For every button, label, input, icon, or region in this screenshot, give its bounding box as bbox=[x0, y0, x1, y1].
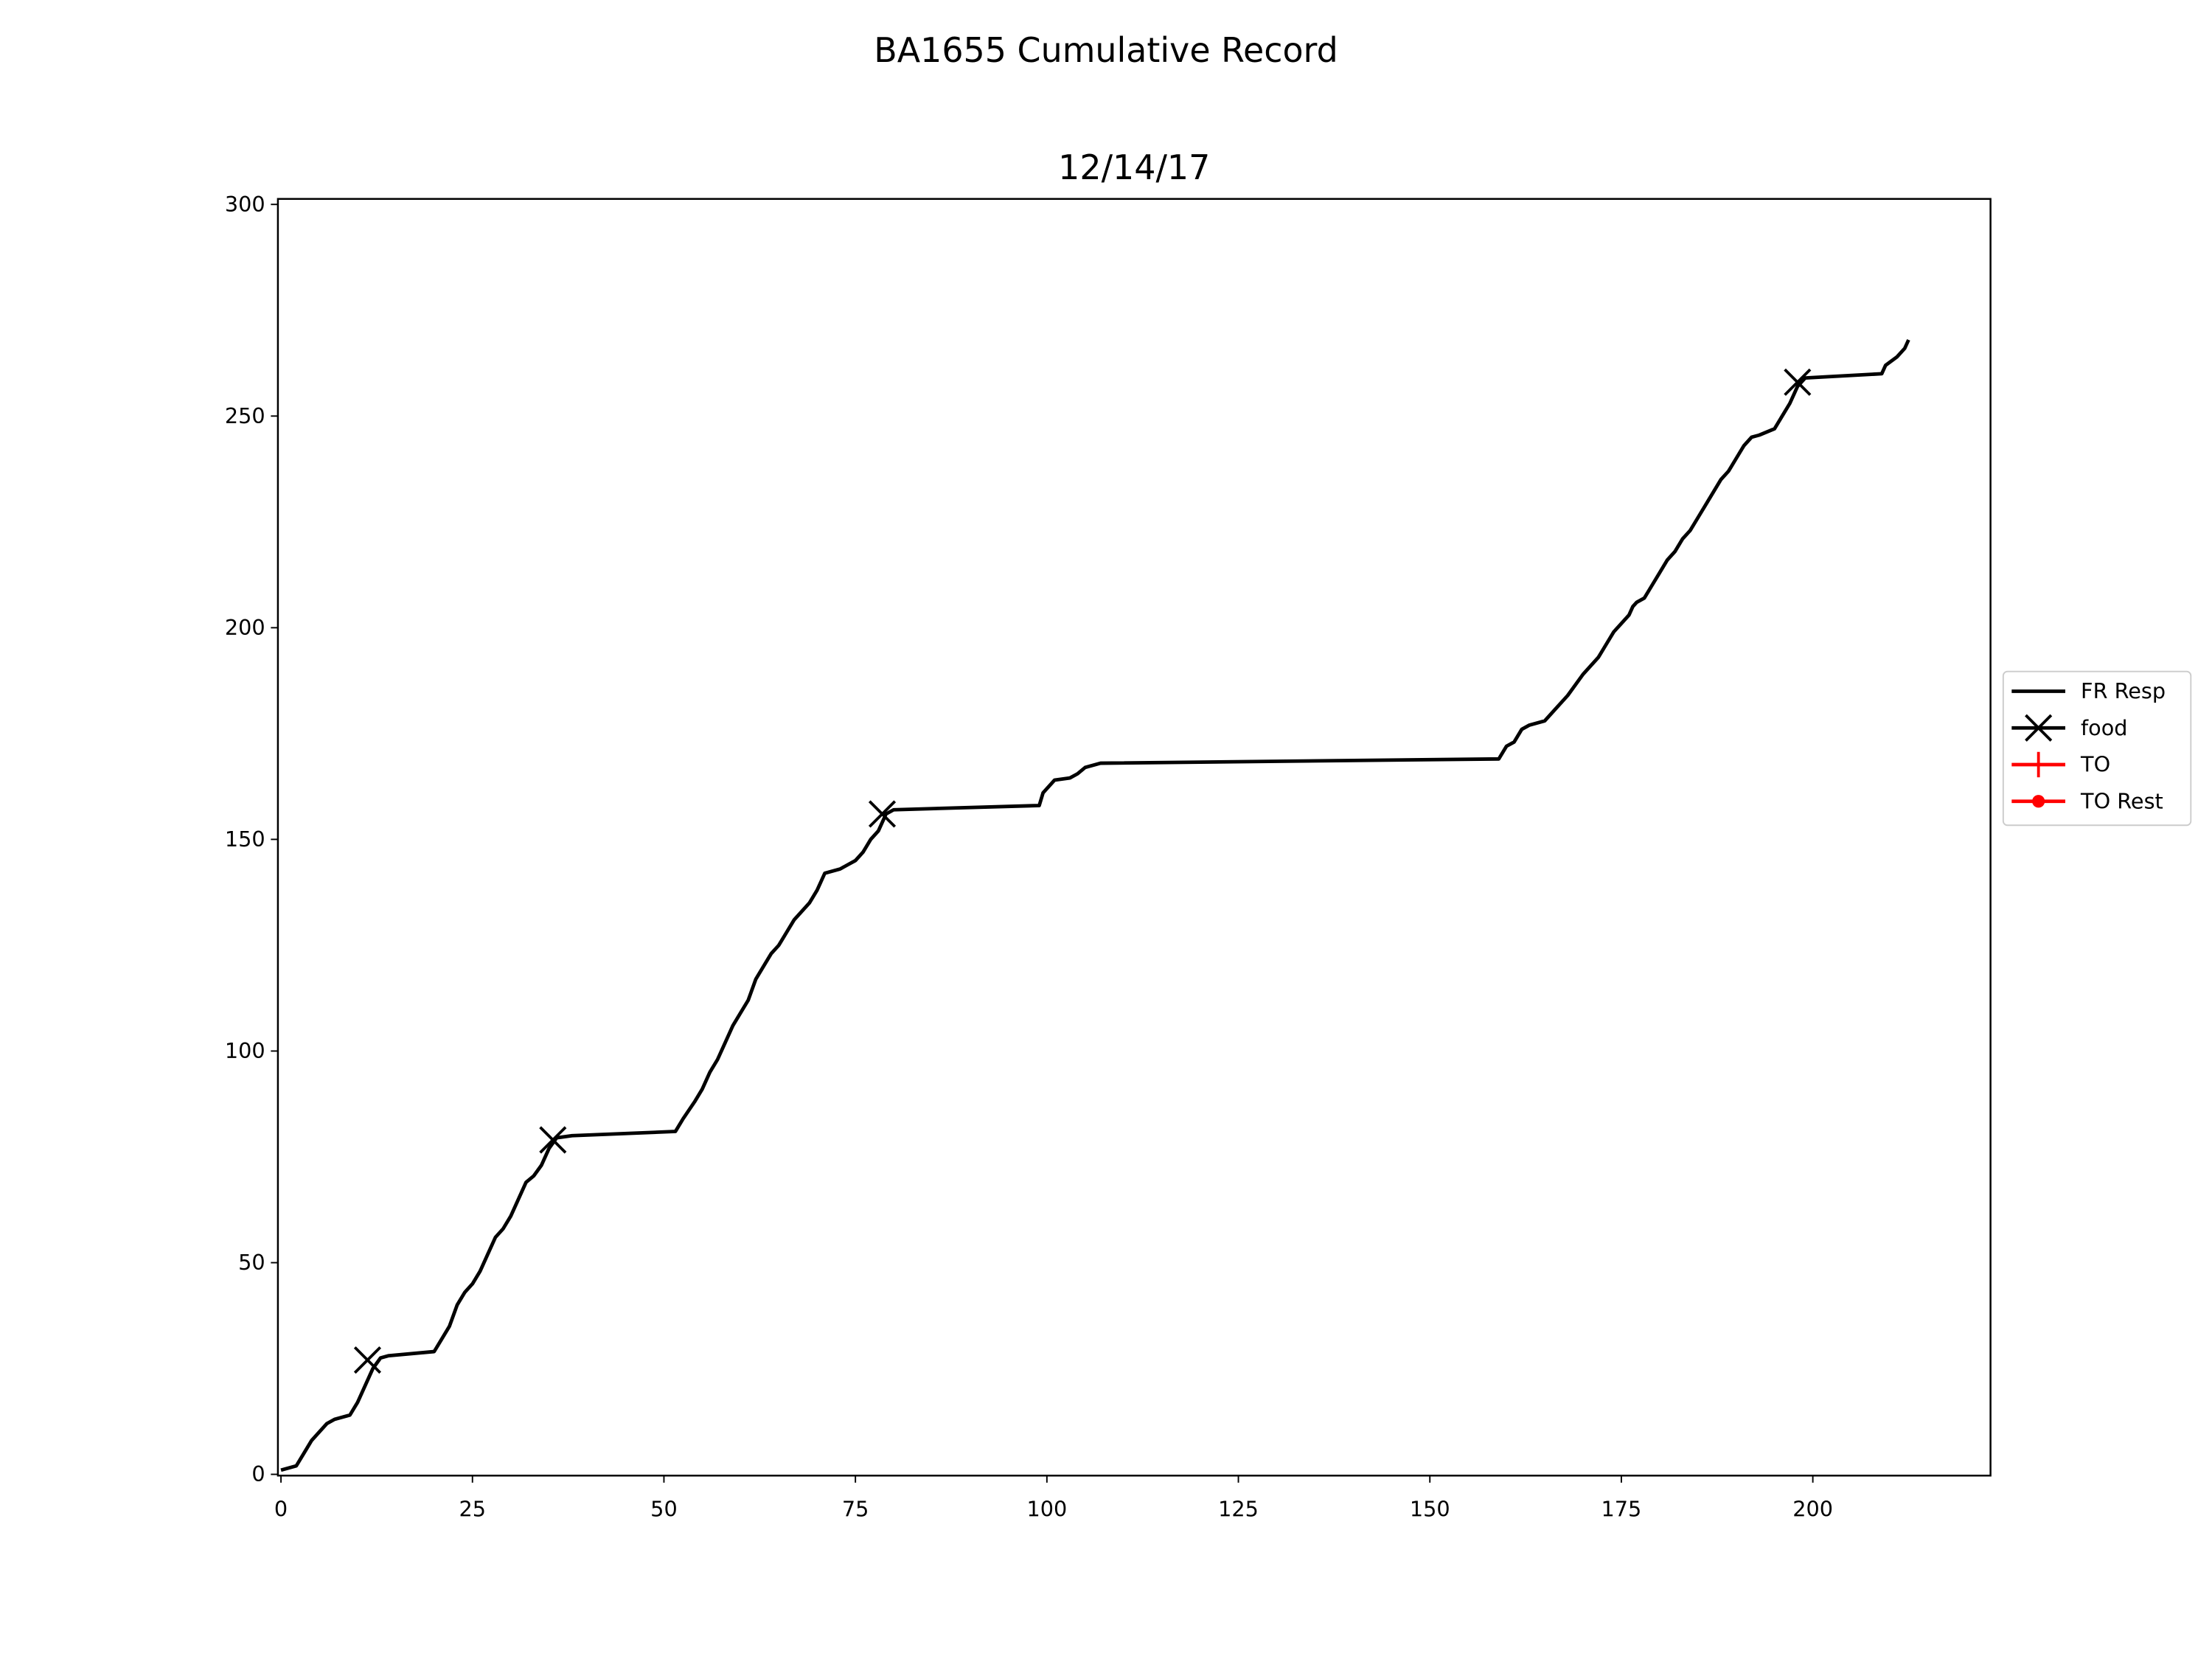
y-tick-label: 150 bbox=[225, 827, 265, 852]
legend-marker bbox=[2032, 795, 2045, 808]
legend-marker bbox=[2025, 714, 2053, 742]
legend-label: TO bbox=[2080, 752, 2110, 777]
data-marker bbox=[1784, 368, 1812, 396]
chart-title: BA1655 Cumulative Record bbox=[874, 30, 1338, 70]
marker-stroke bbox=[539, 1126, 567, 1154]
marker-dot bbox=[2032, 795, 2045, 808]
x-tick-label: 75 bbox=[842, 1497, 869, 1522]
legend-label: TO Rest bbox=[2080, 788, 2163, 813]
plot-frame bbox=[276, 198, 1992, 1477]
y-tick-label: 100 bbox=[225, 1038, 265, 1063]
y-tick-label: 0 bbox=[251, 1461, 265, 1486]
data-marker bbox=[353, 1346, 382, 1374]
legend-marker bbox=[2025, 751, 2051, 778]
y-tick-label: 50 bbox=[238, 1250, 265, 1275]
x-tick-label: 150 bbox=[1410, 1497, 1450, 1522]
x-tick-label: 50 bbox=[650, 1497, 678, 1522]
x-tick-label: 200 bbox=[1792, 1497, 1833, 1522]
x-tick-label: 100 bbox=[1026, 1497, 1067, 1522]
legend-box bbox=[2002, 670, 2192, 827]
x-tick-label: 125 bbox=[1218, 1497, 1259, 1522]
data-marker bbox=[868, 800, 897, 828]
chart-subtitle: 12/14/17 bbox=[1058, 147, 1210, 187]
y-tick-label: 250 bbox=[225, 403, 265, 428]
series-line bbox=[280, 338, 1910, 1472]
data-marker bbox=[539, 1126, 567, 1154]
marker-stroke bbox=[2025, 714, 2053, 742]
x-tick-label: 0 bbox=[274, 1497, 288, 1522]
x-tick-label: 175 bbox=[1601, 1497, 1642, 1522]
y-tick-label: 300 bbox=[225, 192, 265, 217]
marker-stroke bbox=[1784, 368, 1812, 396]
marker-stroke bbox=[868, 800, 897, 828]
x-tick-label: 25 bbox=[459, 1497, 487, 1522]
legend-label: food bbox=[2081, 715, 2127, 740]
legend-label: FR Resp bbox=[2081, 678, 2166, 703]
y-tick-label: 200 bbox=[225, 615, 265, 640]
marker-stroke bbox=[353, 1346, 382, 1374]
